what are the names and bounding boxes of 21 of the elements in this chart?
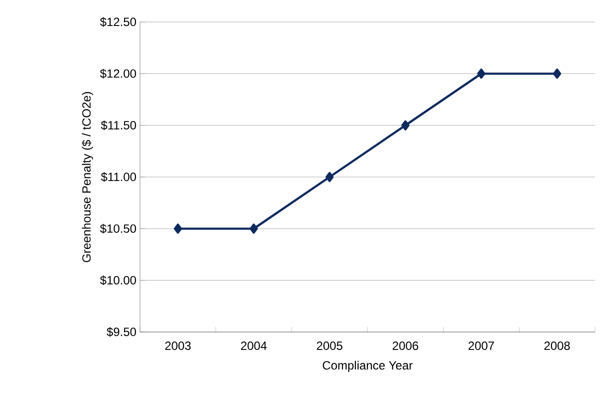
- y-tick-label: $10.00: [100, 276, 136, 286]
- y-tick-label: $9.50: [106, 327, 136, 337]
- y-tick-label: $12.50: [100, 17, 136, 27]
- x-axis-title: Compliance Year: [322, 360, 413, 372]
- x-tick-label: 2004: [241, 342, 267, 350]
- y-axis-title: Greenhouse Penalty ($ / tCO2e): [82, 92, 94, 262]
- point: [326, 172, 334, 182]
- point: [477, 68, 486, 79]
- x-tick-label: 2003: [165, 342, 191, 350]
- y-tick-label: $11.00: [100, 172, 136, 182]
- y-tick-label: $11.50: [100, 120, 136, 130]
- y-tick-label: $10.50: [100, 224, 136, 234]
- x-tick-label: 2006: [392, 342, 418, 350]
- x-tick-label: 2005: [316, 342, 342, 350]
- point: [174, 224, 182, 234]
- x-tick-label: 2008: [544, 342, 570, 350]
- y-tick-label: $12.00: [100, 68, 136, 79]
- x-tick-label: 2007: [468, 342, 494, 350]
- point: [401, 120, 410, 130]
- point: [553, 68, 562, 79]
- point: [250, 224, 258, 234]
